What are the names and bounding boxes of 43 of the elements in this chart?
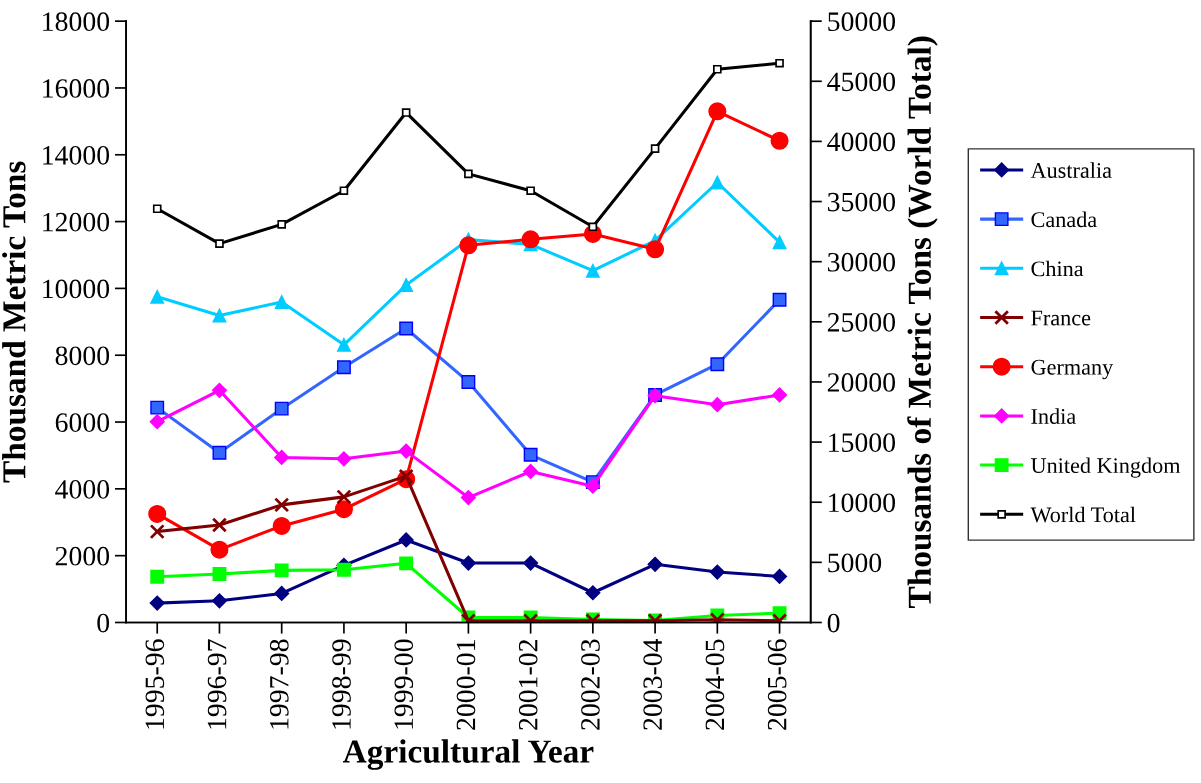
x-tick-label: 1998-99 — [332, 639, 351, 729]
y-axis-title: Thousand Metric Tons — [2, 161, 26, 483]
y2-axis-title: Thousands of Metric Tons (World Total) — [907, 36, 938, 608]
y-tick-label: 8000 — [55, 346, 110, 366]
x-axis-title: Agricultural Year — [342, 739, 594, 770]
legend-label: India — [1031, 408, 1076, 424]
y2-tick-label: 5000 — [828, 553, 882, 573]
y-tick-label: 12000 — [43, 212, 110, 232]
y2-tick-label: 15000 — [829, 433, 896, 452]
x-tick-label: 2001-02 — [518, 639, 538, 730]
legend-label: United Kingdom — [1031, 457, 1181, 478]
legend-label: France — [1031, 310, 1091, 326]
y2-tick-label: 0 — [827, 613, 840, 633]
y2-tick-label: 40000 — [827, 132, 896, 152]
y2-tick-label: 20000 — [827, 373, 896, 392]
legend-label: China — [1031, 260, 1084, 277]
x-tick-label: 2003-04 — [643, 638, 663, 730]
y-tick-label: 16000 — [43, 79, 110, 98]
y-tick-label: 0 — [97, 613, 110, 633]
y2-tick-label: 25000 — [827, 312, 896, 332]
y2-tick-label: 30000 — [827, 252, 896, 272]
x-tick-label: 1997-98 — [269, 639, 289, 729]
y-tick-label: 4000 — [55, 480, 110, 499]
x-tick-label: 2004-05 — [705, 639, 725, 730]
y-tick-label: 6000 — [55, 413, 110, 432]
x-tick-label: 1995-96 — [145, 639, 165, 729]
y2-tick-label: 10000 — [829, 493, 896, 513]
y2-tick-label: 35000 — [827, 192, 896, 212]
legend-label: Germany — [1031, 359, 1114, 380]
y-tick-label: 14000 — [43, 145, 110, 165]
x-tick-label: 2002-03 — [581, 639, 600, 730]
x-tick-label: 2005-06 — [767, 639, 787, 730]
x-tick-label: 1996-97 — [207, 639, 227, 729]
legend-label: Australia — [1030, 162, 1112, 178]
y-tick-label: 2000 — [55, 546, 110, 566]
y-tick-label: 18000 — [43, 12, 110, 32]
legend-label: Canada — [1031, 211, 1097, 228]
y2-tick-label: 45000 — [827, 72, 896, 92]
x-tick-label: 2000-01 — [456, 640, 476, 730]
x-tick-label: 1999-00 — [394, 639, 414, 729]
y-tick-label: 10000 — [43, 279, 110, 299]
y2-tick-label: 50000 — [828, 12, 896, 32]
legend-label: World Total — [1030, 506, 1136, 523]
